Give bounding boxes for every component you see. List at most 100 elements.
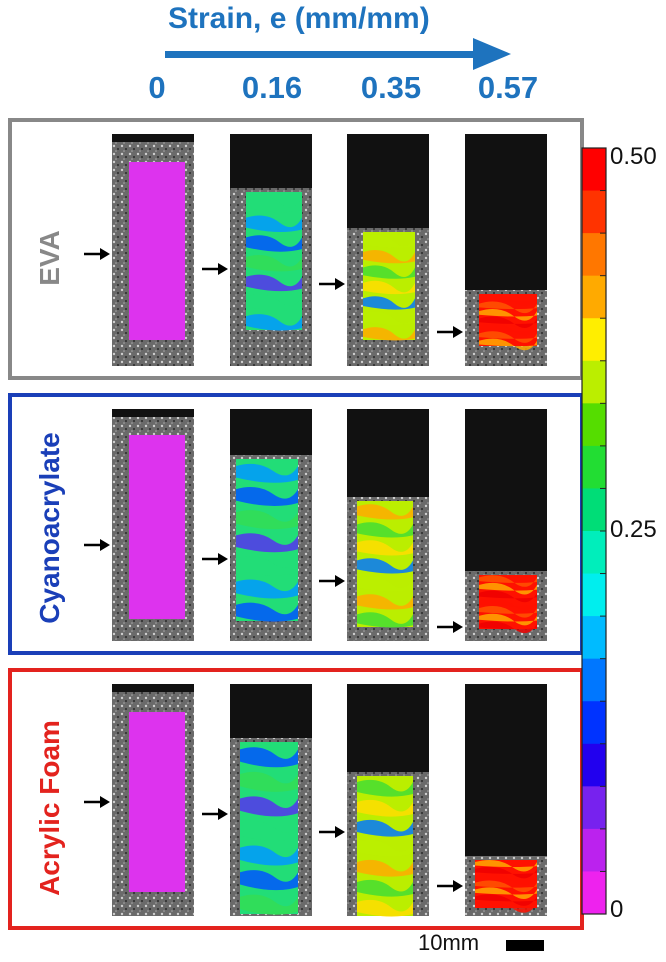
strain-contour-band <box>357 576 413 592</box>
bond-arrowhead-icon <box>100 796 110 808</box>
colorbar-segment <box>582 786 606 830</box>
strain-contour-band <box>246 294 302 311</box>
strain-contour-band <box>236 463 298 483</box>
strain-axis-title: Strain, e (mm/mm) <box>168 2 430 35</box>
strain-contour-band <box>357 504 413 520</box>
strain-contour-band <box>246 254 302 272</box>
colorbar-segment <box>582 871 606 915</box>
strain-contour-band <box>246 314 302 331</box>
strain-contour-band <box>475 901 537 913</box>
strain-contour-band <box>475 859 537 872</box>
grip-shadow <box>465 684 547 856</box>
strain-contour-band <box>363 296 415 310</box>
grip-shadow <box>465 134 547 290</box>
strain-contour-band <box>357 522 413 538</box>
strain-contour-band <box>357 540 413 556</box>
grip-shadow <box>347 684 429 772</box>
grip-shadow <box>347 409 429 497</box>
strain-contour-band <box>479 308 537 321</box>
strain-value-2: 0.35 <box>360 70 422 105</box>
colorbar-min-label: 0 <box>610 896 624 923</box>
strain-contour-band <box>363 249 415 264</box>
strain-contour-band <box>475 873 537 886</box>
strain-arrow-icon <box>165 38 511 70</box>
strain-contour-band <box>357 612 413 628</box>
colorbar-segment <box>582 488 606 532</box>
strain-contour-band <box>479 331 537 343</box>
strain-contour-band <box>475 866 537 879</box>
strain-contour-band <box>479 606 537 618</box>
colorbar-segment <box>582 743 606 787</box>
strain-contour-band <box>475 894 537 906</box>
strain-contour-band <box>357 799 413 817</box>
scale-bar-label: 10mm <box>418 930 480 955</box>
bond-arrowhead-icon <box>335 575 345 587</box>
strain-contour-band <box>479 582 537 595</box>
bond-arrowhead-icon <box>218 553 228 565</box>
strain-contour-band <box>236 510 298 530</box>
strain-contour-band <box>240 796 298 817</box>
strain-contour-band <box>479 323 537 336</box>
strain-value-1: 0.16 <box>241 70 303 105</box>
strain-contour-band <box>479 301 537 314</box>
strain-value-3: 0.57 <box>477 70 539 105</box>
strain-contour-band <box>357 819 413 837</box>
grip-shadow <box>347 134 429 228</box>
strain-contour-band <box>363 311 415 326</box>
colorbar-segment <box>582 233 606 277</box>
strain-contour-band <box>479 338 537 351</box>
bond-arrowhead-icon <box>100 248 110 260</box>
strain-contour-band <box>357 558 413 574</box>
strain-contour-band <box>475 887 537 899</box>
strain-field <box>129 712 185 892</box>
grip-shadow <box>465 409 547 571</box>
strain-contour-band <box>475 880 537 893</box>
grip-shadow <box>230 684 312 738</box>
strain-contour-band <box>357 859 413 877</box>
strain-contour-band <box>363 280 415 295</box>
scale-bar <box>506 940 544 951</box>
grip-shadow <box>112 134 194 142</box>
strain-contour-band <box>246 195 302 213</box>
strain-contour-band <box>357 879 413 897</box>
strain-contour-band <box>240 845 298 866</box>
strain-contour-band <box>479 316 537 328</box>
strain-contour-band <box>246 274 302 292</box>
colorbar-segment <box>582 531 606 575</box>
grip-shadow <box>112 684 194 692</box>
strain-field <box>129 435 185 619</box>
strain-contour-band <box>357 779 413 797</box>
strain-contour-band <box>479 590 537 603</box>
strain-contour-band <box>236 533 298 553</box>
strain-contour-band <box>357 594 413 610</box>
strain-contour-band <box>240 771 298 792</box>
strain-contour-band <box>240 747 298 768</box>
colorbar-max-label: 0.50 <box>610 143 657 170</box>
strain-contour-band <box>479 621 537 634</box>
colorbar-segment <box>582 360 606 404</box>
strain-contour-band <box>236 602 298 622</box>
bond-arrowhead-icon <box>453 880 463 892</box>
colorbar-segment <box>582 318 606 362</box>
bond-arrowhead-icon <box>218 263 228 275</box>
strain-field <box>129 162 185 340</box>
colorbar <box>581 147 607 915</box>
colorbar-segment <box>582 403 606 447</box>
strain-contour-band <box>240 894 298 915</box>
strain-contour-band <box>363 234 415 248</box>
grip-shadow <box>112 409 194 417</box>
strain-contour-band <box>479 613 537 626</box>
colorbar-segment <box>582 275 606 319</box>
strain-contour-band <box>363 327 415 341</box>
bond-arrowhead-icon <box>218 808 228 820</box>
strain-contour-band <box>246 215 302 232</box>
colorbar-segment <box>582 828 606 872</box>
colorbar-segment <box>582 445 606 489</box>
strain-contour-band <box>363 265 415 279</box>
colorbar-segment <box>582 573 606 617</box>
strain-contour-band <box>357 839 413 857</box>
strain-contour-band <box>479 598 537 610</box>
strain-contour-band <box>236 556 298 576</box>
strain-contour-band <box>357 899 413 917</box>
